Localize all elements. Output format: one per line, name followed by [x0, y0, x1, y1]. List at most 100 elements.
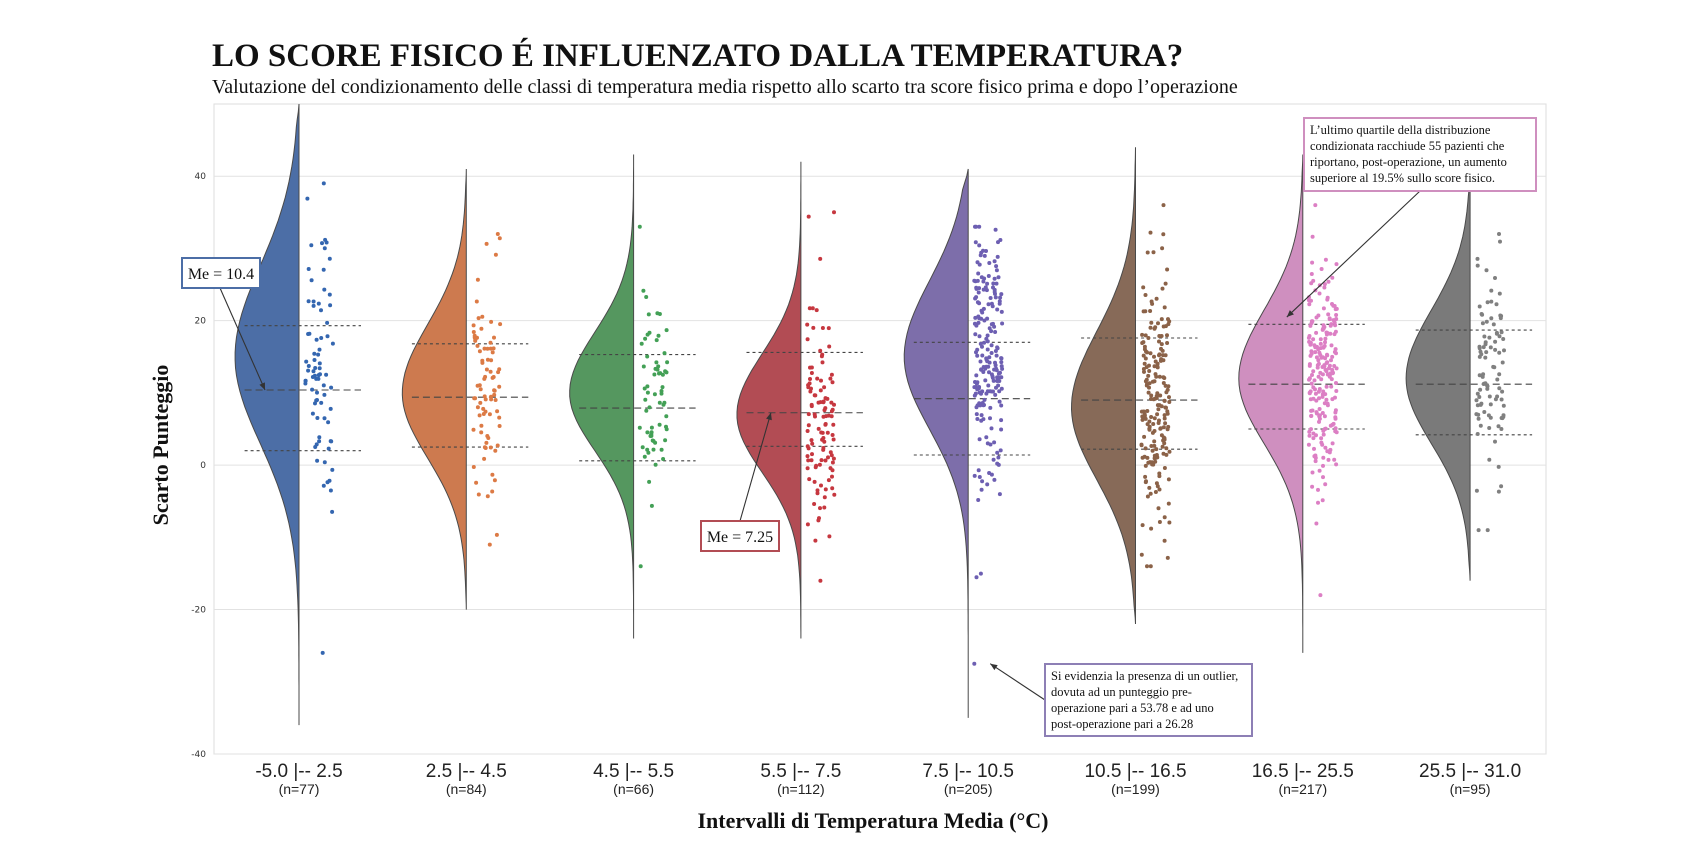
data-point — [1162, 538, 1167, 543]
annotation-line: operazione pari a 53.78 e ad uno — [1051, 701, 1214, 715]
data-point — [819, 483, 823, 488]
data-point — [661, 402, 666, 407]
data-point — [637, 224, 642, 229]
data-point — [1165, 555, 1170, 560]
data-point — [977, 437, 982, 442]
data-point — [306, 368, 311, 373]
data-point — [477, 349, 482, 354]
data-point — [995, 307, 1000, 312]
data-point — [1306, 442, 1311, 447]
data-point — [330, 509, 335, 514]
data-point — [651, 447, 656, 452]
data-point — [1334, 313, 1339, 317]
data-point — [482, 394, 487, 399]
data-point — [1474, 488, 1479, 493]
data-point — [1146, 336, 1151, 340]
data-point — [1326, 457, 1331, 462]
annotation-box — [181, 257, 261, 289]
x-tick-count: (n=95) — [1450, 781, 1491, 797]
data-point — [475, 335, 479, 340]
data-point — [1488, 345, 1493, 350]
annotation-line: post-operazione pari a 26.28 — [1051, 717, 1193, 731]
data-point — [482, 445, 487, 450]
data-point — [830, 486, 835, 491]
data-point — [1318, 337, 1323, 342]
data-point — [987, 355, 992, 360]
data-point — [316, 301, 321, 306]
data-point — [999, 403, 1004, 408]
data-point — [992, 440, 997, 445]
data-point — [1147, 363, 1151, 368]
data-point — [473, 338, 478, 343]
data-point — [317, 347, 322, 352]
data-point — [1320, 498, 1325, 503]
data-point — [1161, 232, 1166, 237]
data-point — [1496, 464, 1501, 469]
data-point — [314, 337, 319, 342]
data-point — [976, 290, 981, 295]
data-point — [1165, 387, 1170, 392]
data-point — [1310, 484, 1315, 489]
data-point — [1489, 288, 1494, 293]
data-point — [976, 271, 981, 276]
data-point — [1334, 366, 1339, 371]
data-point — [1165, 341, 1170, 345]
data-point — [974, 295, 979, 300]
data-point — [1155, 403, 1160, 408]
data-point — [1480, 374, 1485, 379]
data-point — [982, 397, 987, 402]
data-point — [647, 405, 652, 410]
data-point — [989, 351, 994, 355]
data-point — [321, 483, 326, 488]
data-point — [1324, 397, 1329, 402]
data-point — [1155, 364, 1160, 369]
data-point — [1145, 494, 1150, 499]
data-point — [1492, 365, 1497, 370]
data-point — [1154, 374, 1159, 379]
violin-half — [569, 154, 635, 639]
data-point — [310, 411, 315, 416]
data-point — [1477, 354, 1482, 359]
data-point — [497, 424, 502, 428]
data-point — [992, 324, 997, 329]
data-point — [999, 360, 1004, 365]
data-point — [1317, 416, 1322, 421]
data-point — [1501, 403, 1506, 408]
data-point — [818, 578, 823, 583]
data-point — [997, 379, 1002, 383]
data-point — [972, 473, 977, 478]
data-point — [988, 296, 993, 300]
annotation-line: L’ultimo quartile della distribuzione — [1310, 123, 1491, 137]
data-point — [1148, 230, 1153, 235]
data-point — [1497, 291, 1502, 296]
x-tick-label: 25.5 |-- 31.0 — [1419, 761, 1521, 782]
data-point — [815, 491, 820, 496]
data-point — [312, 351, 317, 356]
data-point — [1332, 457, 1337, 462]
annotation-arrow — [739, 412, 772, 522]
data-point — [1317, 419, 1321, 424]
data-point — [1161, 425, 1166, 430]
data-point — [1150, 448, 1155, 453]
data-point — [1146, 373, 1151, 378]
data-point — [999, 309, 1004, 314]
data-point — [656, 364, 661, 369]
data-point — [830, 460, 835, 465]
data-point — [319, 400, 324, 405]
data-point — [813, 538, 818, 543]
data-point — [1318, 341, 1323, 346]
data-point — [984, 435, 989, 440]
data-point — [823, 422, 828, 427]
data-point — [1320, 411, 1325, 415]
data-point — [982, 253, 987, 258]
data-point — [1319, 436, 1324, 441]
data-point — [832, 210, 836, 215]
data-point — [831, 456, 836, 461]
data-point — [1323, 367, 1328, 372]
data-point — [319, 336, 324, 340]
data-point — [479, 423, 484, 428]
data-point — [991, 389, 995, 394]
data-point — [1334, 389, 1339, 393]
data-point — [311, 303, 316, 308]
data-point — [1314, 398, 1319, 403]
